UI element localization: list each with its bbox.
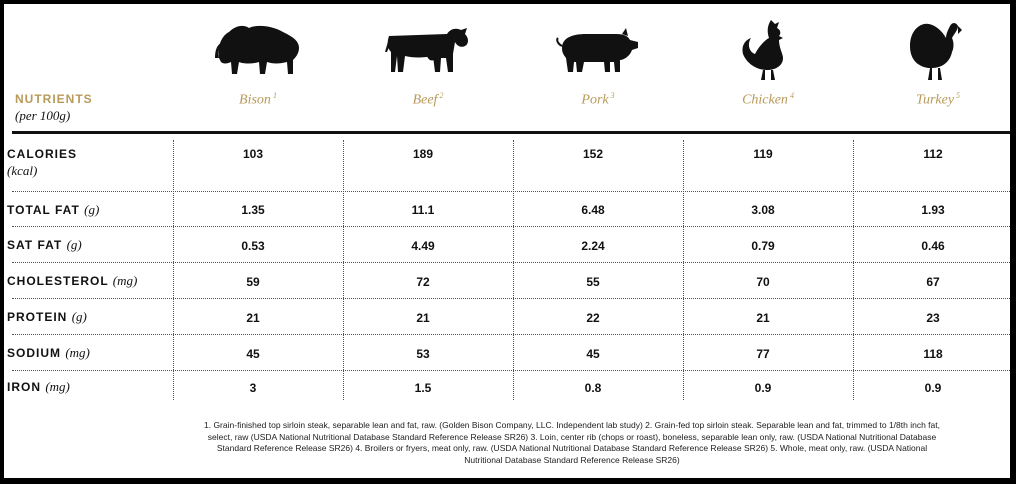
- row-divider: [12, 262, 1010, 263]
- footnote-ref: 4: [789, 91, 794, 100]
- column-name: Turkey: [915, 92, 955, 108]
- column-header-beef: Beef 2: [368, 91, 488, 109]
- table-cell: 0.79: [751, 239, 775, 253]
- nutrient-name: TOTAL FAT: [7, 203, 80, 217]
- chicken-icon: [718, 18, 818, 82]
- row-label-cholesterol: CHOLESTEROL (mg): [7, 273, 137, 289]
- row-label-sodium: SODIUM (mg): [7, 345, 90, 361]
- row-divider: [12, 191, 1010, 192]
- footnote-ref: 2: [439, 91, 444, 100]
- table-cell: 0.46: [921, 239, 945, 253]
- table-cell: 22: [586, 311, 600, 325]
- animal-icons-row: [4, 18, 1010, 82]
- column-header-turkey: Turkey 5: [878, 91, 998, 109]
- table-cell: 59: [246, 275, 260, 289]
- nutrient-unit: (mg): [112, 273, 138, 288]
- table-cell: 21: [756, 311, 770, 325]
- nutrient-unit: (g): [66, 237, 82, 252]
- table-cell: 152: [582, 147, 604, 161]
- column-name: Pork: [581, 92, 609, 108]
- table-cell: 53: [416, 347, 430, 361]
- table-cell: 0.8: [584, 381, 602, 395]
- column-divider: [853, 140, 854, 400]
- row-divider: [12, 226, 1010, 227]
- table-cell: 72: [416, 275, 430, 289]
- table-cell: 1.5: [414, 381, 432, 395]
- bison-icon: [208, 18, 308, 82]
- table-cell: 70: [756, 275, 770, 289]
- table-cell: 55: [586, 275, 600, 289]
- turkey-icon: [888, 18, 988, 82]
- table-cell: 0.9: [924, 381, 942, 395]
- table-cell: 189: [412, 147, 434, 161]
- nutrient-name: SODIUM: [7, 346, 61, 360]
- column-name: Chicken: [742, 92, 788, 108]
- table-cell: 6.48: [581, 203, 605, 217]
- table-cell: 11.1: [411, 203, 435, 217]
- row-label-protein: PROTEIN (g): [7, 309, 87, 325]
- table-cell: 21: [246, 311, 260, 325]
- column-divider: [343, 140, 344, 400]
- table-cell: 1.35: [241, 203, 265, 217]
- nutrition-comparison-chart: NUTRIENTS (per 100g) Bison 1 Beef 2 Pork 3 …: [4, 4, 1010, 478]
- table-cell: 2.24: [581, 239, 605, 253]
- column-header-pork: Pork 3: [538, 91, 658, 109]
- column-header-chicken: Chicken 4: [708, 91, 828, 109]
- nutrient-unit: (mg): [65, 345, 90, 360]
- table-cell: 118: [923, 347, 943, 361]
- row-divider: [12, 298, 1010, 299]
- nutrient-name: CALORIES: [7, 147, 78, 161]
- table-cell: 119: [753, 147, 773, 161]
- column-divider: [683, 140, 684, 400]
- per-100g-note: (per 100g): [15, 108, 71, 123]
- column-divider: [513, 140, 514, 400]
- table-cell: 3: [249, 381, 257, 395]
- footnotes: 1. Grain-finished top sirloin steak, sep…: [204, 420, 940, 465]
- nutrient-name: CHOLESTEROL: [7, 274, 109, 288]
- column-divider: [173, 140, 174, 400]
- footnote-ref: 5: [956, 91, 961, 100]
- table-cell: 3.08: [751, 203, 775, 217]
- nutrient-unit: (mg): [45, 379, 70, 394]
- nutrient-unit: (kcal): [7, 163, 38, 178]
- table-cell: 21: [416, 311, 430, 325]
- footnote-ref: 1: [272, 91, 277, 100]
- table-cell: 4.49: [411, 239, 435, 253]
- table-cell: 0.9: [754, 381, 772, 395]
- table-cell: 112: [923, 147, 943, 161]
- column-header-bison: Bison 1: [198, 91, 318, 109]
- column-name: Bison: [239, 92, 271, 108]
- table-cell: 45: [586, 347, 600, 361]
- table-cell: 77: [756, 347, 770, 361]
- nutrient-name: SAT FAT: [7, 238, 63, 252]
- nutrients-heading: NUTRIENTS: [15, 92, 93, 106]
- cow-icon: [378, 18, 478, 82]
- row-divider: [12, 370, 1010, 371]
- row-label-sat-fat: SAT FAT (g): [7, 237, 82, 253]
- header-rule: [12, 131, 1010, 134]
- row-label-calories: CALORIES (kcal): [7, 147, 77, 179]
- nutrient-unit: (g): [71, 309, 87, 324]
- pig-icon: [548, 18, 648, 82]
- table-cell: 45: [246, 347, 260, 361]
- table-cell: 23: [926, 311, 940, 325]
- table-cell: 67: [926, 275, 940, 289]
- footnote-ref: 3: [610, 91, 615, 100]
- nutrient-unit: (g): [84, 202, 100, 217]
- row-label-total-fat: TOTAL FAT (g): [7, 202, 99, 218]
- table-cell: 0.53: [241, 239, 265, 253]
- row-label-iron: IRON (mg): [7, 379, 70, 395]
- row-divider: [12, 334, 1010, 335]
- nutrient-name: IRON: [7, 380, 41, 394]
- table-cell: 1.93: [921, 203, 945, 217]
- column-name: Beef: [412, 92, 438, 108]
- nutrient-name: PROTEIN: [7, 310, 68, 324]
- table-cell: 103: [242, 147, 264, 161]
